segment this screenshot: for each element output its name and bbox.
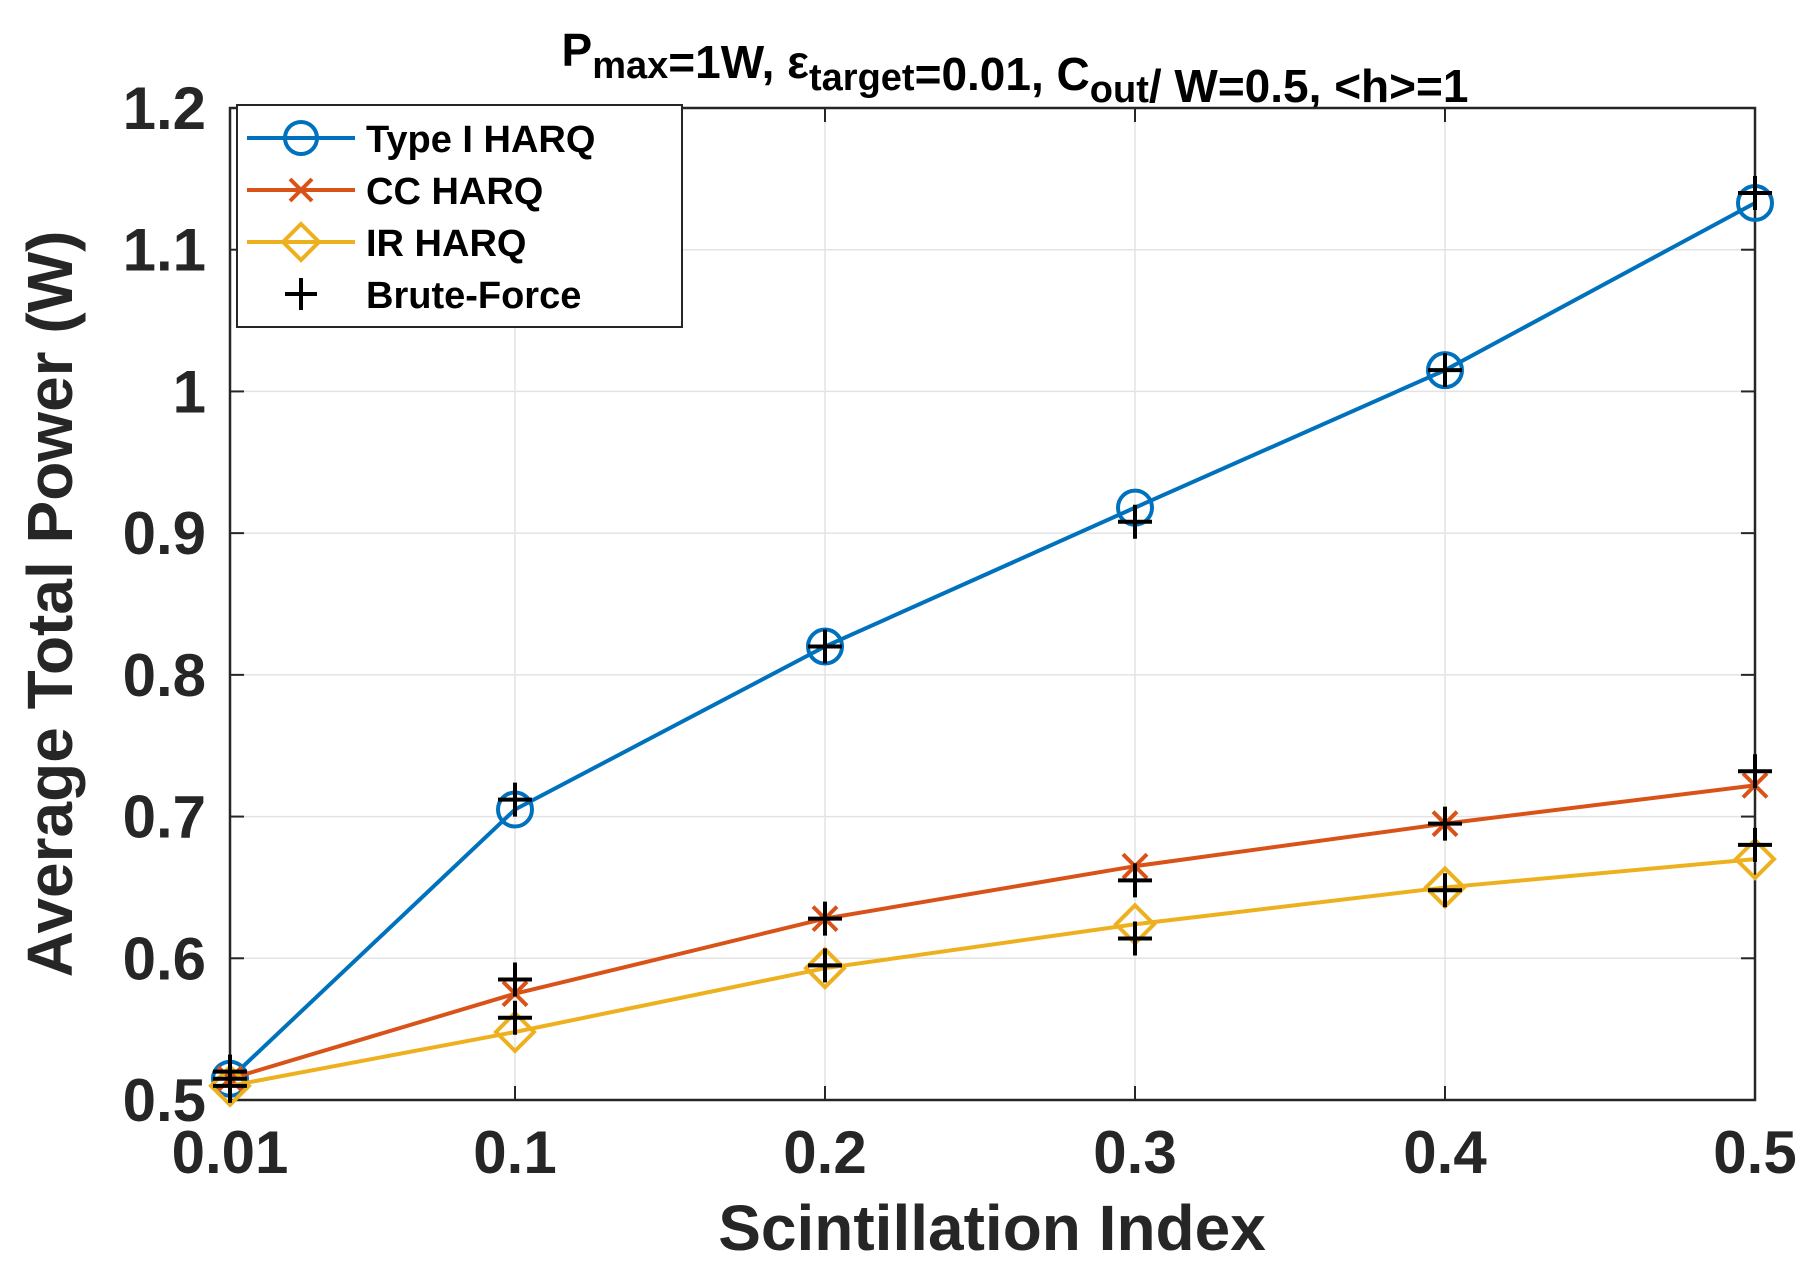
plus-marker (808, 901, 842, 936)
x-axis-title: Scintillation Index (718, 1192, 1266, 1264)
plus-marker (808, 948, 842, 983)
legend-label: Brute-Force (366, 275, 581, 317)
y-tick-label: 1.2 (123, 75, 206, 142)
legend-item: Brute-Force (285, 275, 581, 317)
title-subscript: out (1090, 69, 1149, 111)
title-part: =1W, ε (668, 36, 809, 88)
x-tick-label: 0.2 (783, 1119, 866, 1186)
legend-label: IR HARQ (366, 223, 526, 265)
series-line (229, 783, 1756, 1081)
x-tick-label: 0.3 (1093, 1119, 1176, 1186)
y-tick-label: 0.8 (123, 642, 206, 709)
series-line (229, 857, 1756, 1088)
x-tick-label: 0.1 (473, 1119, 556, 1186)
x-marker (288, 177, 314, 203)
title-subscript: max (592, 45, 668, 87)
legend: Type I HARQ CC HARQ IR HARQ Brute-Force (236, 104, 683, 328)
plus-marker (1428, 873, 1462, 908)
title-part: / W=0.5, <h>=1 (1149, 60, 1469, 112)
legend-item: CC HARQ (247, 171, 543, 213)
diamond-marker (803, 946, 847, 991)
plus-marker (1738, 754, 1772, 789)
diamond-marker (280, 221, 322, 263)
plus-marker (285, 278, 317, 310)
plus-marker (498, 962, 532, 997)
plus-marker (213, 1054, 247, 1089)
legend-box (236, 104, 683, 328)
series-group (208, 176, 1777, 1108)
series-line (228, 201, 1756, 1081)
title-subscript: target (809, 57, 915, 99)
diamond-marker (493, 1010, 537, 1054)
plus-marker (1118, 863, 1152, 898)
y-tick-label: 0.9 (123, 500, 206, 567)
plus-marker (1118, 504, 1152, 539)
plus-marker (1118, 921, 1152, 956)
circle-marker (283, 120, 319, 156)
plus-marker (808, 629, 842, 664)
legend-label: Type I HARQ (366, 119, 595, 161)
y-tick-label: 0.7 (123, 784, 206, 851)
x-tick-label: 0.01 (172, 1119, 289, 1186)
y-tick-label: 0.6 (123, 925, 206, 992)
legend-label: CC HARQ (366, 171, 543, 213)
axis-ticks: 0.01 0.1 0.2 0.3 0.4 0.5 0.5 0.6 0.7 0.8 0.9 1 1.1 1.… (123, 75, 1797, 1186)
plus-marker (498, 782, 532, 817)
chart-title: Pmax=1W, εtarget=0.01, Cout/ W=0.5, <h>=… (562, 24, 1469, 112)
title-part: =0.01, C (915, 48, 1090, 100)
y-axis-title: Average Total Power (W) (14, 231, 86, 978)
legend-item: IR HARQ (247, 221, 526, 265)
x-tick-label: 0.5 (1713, 1119, 1796, 1186)
diamond-marker (1733, 837, 1777, 881)
title-part: P (562, 24, 593, 76)
y-tick-label: 0.5 (123, 1067, 206, 1134)
plus-marker (1738, 176, 1772, 211)
plus-marker (1428, 353, 1462, 388)
series-brute-force (213, 176, 1772, 1103)
y-tick-label: 1.1 (123, 217, 206, 284)
x-tick-label: 0.4 (1403, 1119, 1487, 1186)
plus-marker (1738, 827, 1772, 862)
plus-marker (1428, 806, 1462, 841)
y-tick-label: 1 (173, 358, 206, 425)
legend-item: Type I HARQ (247, 119, 595, 161)
plus-marker (498, 1000, 532, 1035)
